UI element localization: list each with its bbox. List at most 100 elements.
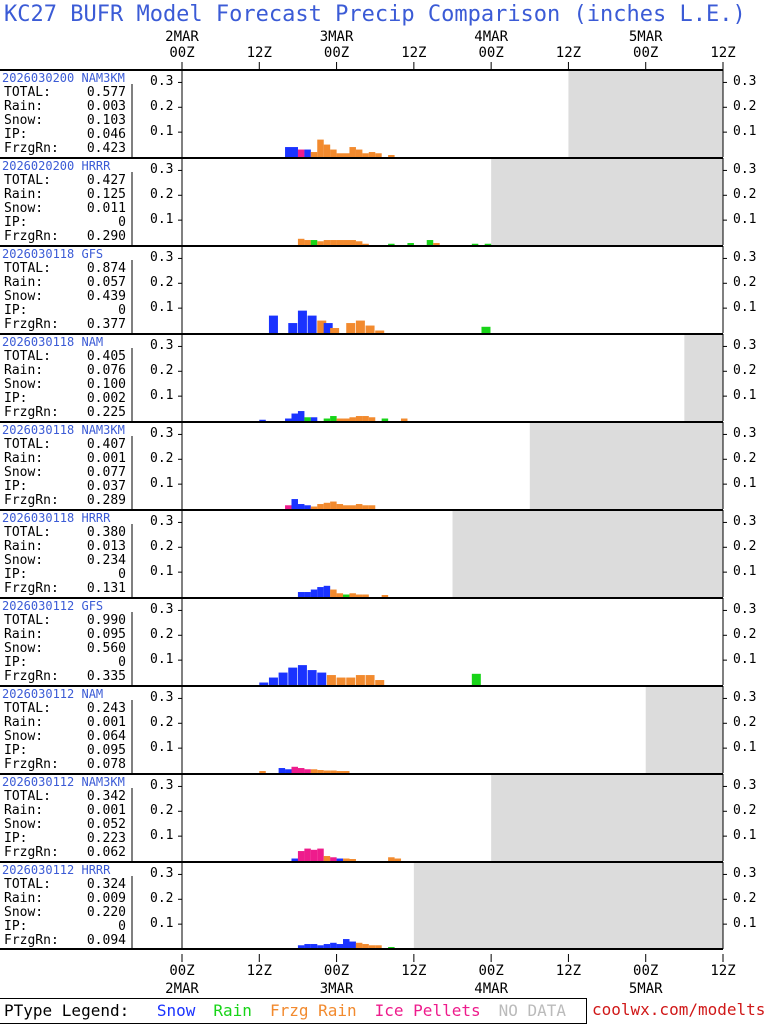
stat-label: Rain: [4, 803, 44, 818]
y-tick-label-left: 0.3 [150, 74, 174, 90]
stat-label: Snow: [4, 377, 44, 392]
stat-value-frzg: 0.094 [86, 933, 126, 948]
precip-bar-snow [310, 417, 318, 421]
precip-bar-rain [304, 417, 311, 421]
y-tick-label-left: 0.2 [150, 627, 174, 643]
stat-label: FrzgRn: [4, 405, 59, 420]
stat-value-snow: 0.220 [86, 905, 126, 920]
y-tick-label-left: 0.2 [150, 275, 174, 291]
precip-bar-frzg-rain [310, 506, 318, 509]
precip-bar-frzg-rain [400, 418, 408, 421]
stat-value-total: 0.874 [86, 261, 126, 276]
precip-bar-frzg-rain [362, 505, 369, 509]
precip-bar-snow [330, 942, 337, 949]
y-tick-label-left: 0.1 [150, 476, 174, 492]
precip-bar-snow [285, 769, 292, 773]
precip-bar-snow [259, 419, 266, 421]
stat-label: IP: [4, 743, 28, 758]
stat-label: Rain: [4, 539, 44, 554]
no-data-region [568, 71, 723, 157]
stat-label: Snow: [4, 113, 44, 128]
precip-bar-rain [484, 243, 492, 245]
top-hour-label: 00Z [169, 45, 195, 61]
stat-label: IP: [4, 919, 28, 934]
precip-bar-frzg-rain [349, 147, 356, 157]
stat-value-snow: 0.103 [86, 113, 126, 128]
run-name: 2026030112 NAM3KM [2, 775, 125, 789]
precip-bar-snow [304, 505, 311, 509]
precip-bar-frzg-rain [323, 240, 331, 245]
y-tick-label-left: 0.2 [150, 891, 174, 907]
precip-bar-frzg-rain [336, 240, 344, 245]
precip-bar-snow [349, 941, 356, 949]
bottom-hour-label: 12Z [246, 963, 272, 979]
precip-bar-frzg-rain [317, 320, 327, 333]
precip-bar-frzg-rain [355, 675, 365, 685]
y-tick-label-right: 0.2 [733, 275, 757, 291]
precip-bar-snow [310, 589, 318, 597]
run-name: 2026030200 NAM3KM [2, 71, 125, 85]
precip-bar-snow [304, 149, 311, 157]
stat-label: Snow: [4, 729, 44, 744]
precip-bar-frzg-rain [310, 769, 318, 773]
precip-bar-frzg-rain [349, 240, 356, 245]
stat-label: IP: [4, 655, 28, 670]
stat-label: TOTAL: [4, 525, 51, 540]
precip-bar-rain [426, 240, 434, 245]
stat-label: Snow: [4, 465, 44, 480]
site-link[interactable]: coolwx.com/modelts [592, 1000, 766, 1019]
top-hour-label: 00Z [633, 45, 659, 61]
precip-bar-snow [297, 945, 305, 949]
precip-bar-frzg-rain [375, 945, 382, 949]
precip-bar-frzg-rain [336, 153, 344, 157]
y-tick-label-right: 0.1 [733, 124, 757, 140]
no-data-region [645, 687, 723, 773]
stat-value-snow: 0.077 [86, 465, 126, 480]
bottom-day-label: 2MAR [165, 981, 199, 997]
stat-label: FrzgRn: [4, 229, 59, 244]
y-tick-label-left: 0.2 [150, 803, 174, 819]
legend-item: Ice Pellets [374, 1001, 481, 1020]
stat-label: FrzgRn: [4, 493, 59, 508]
stat-value-frzg: 0.078 [86, 757, 126, 772]
stat-value-frzg: 0.335 [86, 669, 126, 684]
y-tick-label-right: 0.1 [733, 564, 757, 580]
stat-value-total: 0.405 [86, 349, 126, 364]
precip-bar-rain [388, 243, 395, 245]
stat-label: FrzgRn: [4, 141, 59, 156]
precip-bar-frzg-rain [297, 238, 305, 245]
precip-bar-frzg-rain [330, 240, 337, 245]
y-tick-label-left: 0.3 [150, 514, 174, 530]
precip-bar-frzg-rain [343, 153, 350, 157]
y-tick-label-left: 0.1 [150, 212, 174, 228]
y-tick-label-left: 0.2 [150, 539, 174, 555]
precip-bar-frzg-rain [349, 593, 356, 597]
y-tick-label-right: 0.3 [733, 338, 757, 354]
stat-label: FrzgRn: [4, 845, 59, 860]
stat-value-ip: 0 [118, 215, 126, 230]
precip-bar-rain [323, 418, 331, 421]
top-hour-label: 12Z [710, 45, 736, 61]
y-tick-label-right: 0.2 [733, 451, 757, 467]
stat-value-rain: 0.001 [86, 451, 126, 466]
no-data-region [491, 159, 723, 245]
precip-bar-frzg-rain [349, 417, 356, 421]
stat-label: IP: [4, 303, 28, 318]
stat-label: TOTAL: [4, 437, 51, 452]
precip-bar-frzg-rain [336, 593, 344, 597]
precip-bar-frzg-rain [375, 680, 385, 685]
precip-bar-rain [481, 326, 491, 333]
stat-label: FrzgRn: [4, 581, 59, 596]
precip-bar-frzg-rain [349, 859, 356, 861]
y-tick-label-left: 0.2 [150, 99, 174, 115]
precip-bar-frzg-rain [336, 504, 344, 509]
stat-label: Snow: [4, 201, 44, 216]
stat-value-rain: 0.125 [86, 187, 126, 202]
precip-bar-frzg-rain [343, 505, 350, 509]
precip-bar-frzg-rain [355, 241, 363, 245]
precip-bar-frzg-rain [381, 595, 389, 597]
stat-label: Snow: [4, 289, 44, 304]
stat-value-ip: 0.223 [86, 831, 126, 846]
stat-label: TOTAL: [4, 877, 51, 892]
stat-label: Snow: [4, 817, 44, 832]
